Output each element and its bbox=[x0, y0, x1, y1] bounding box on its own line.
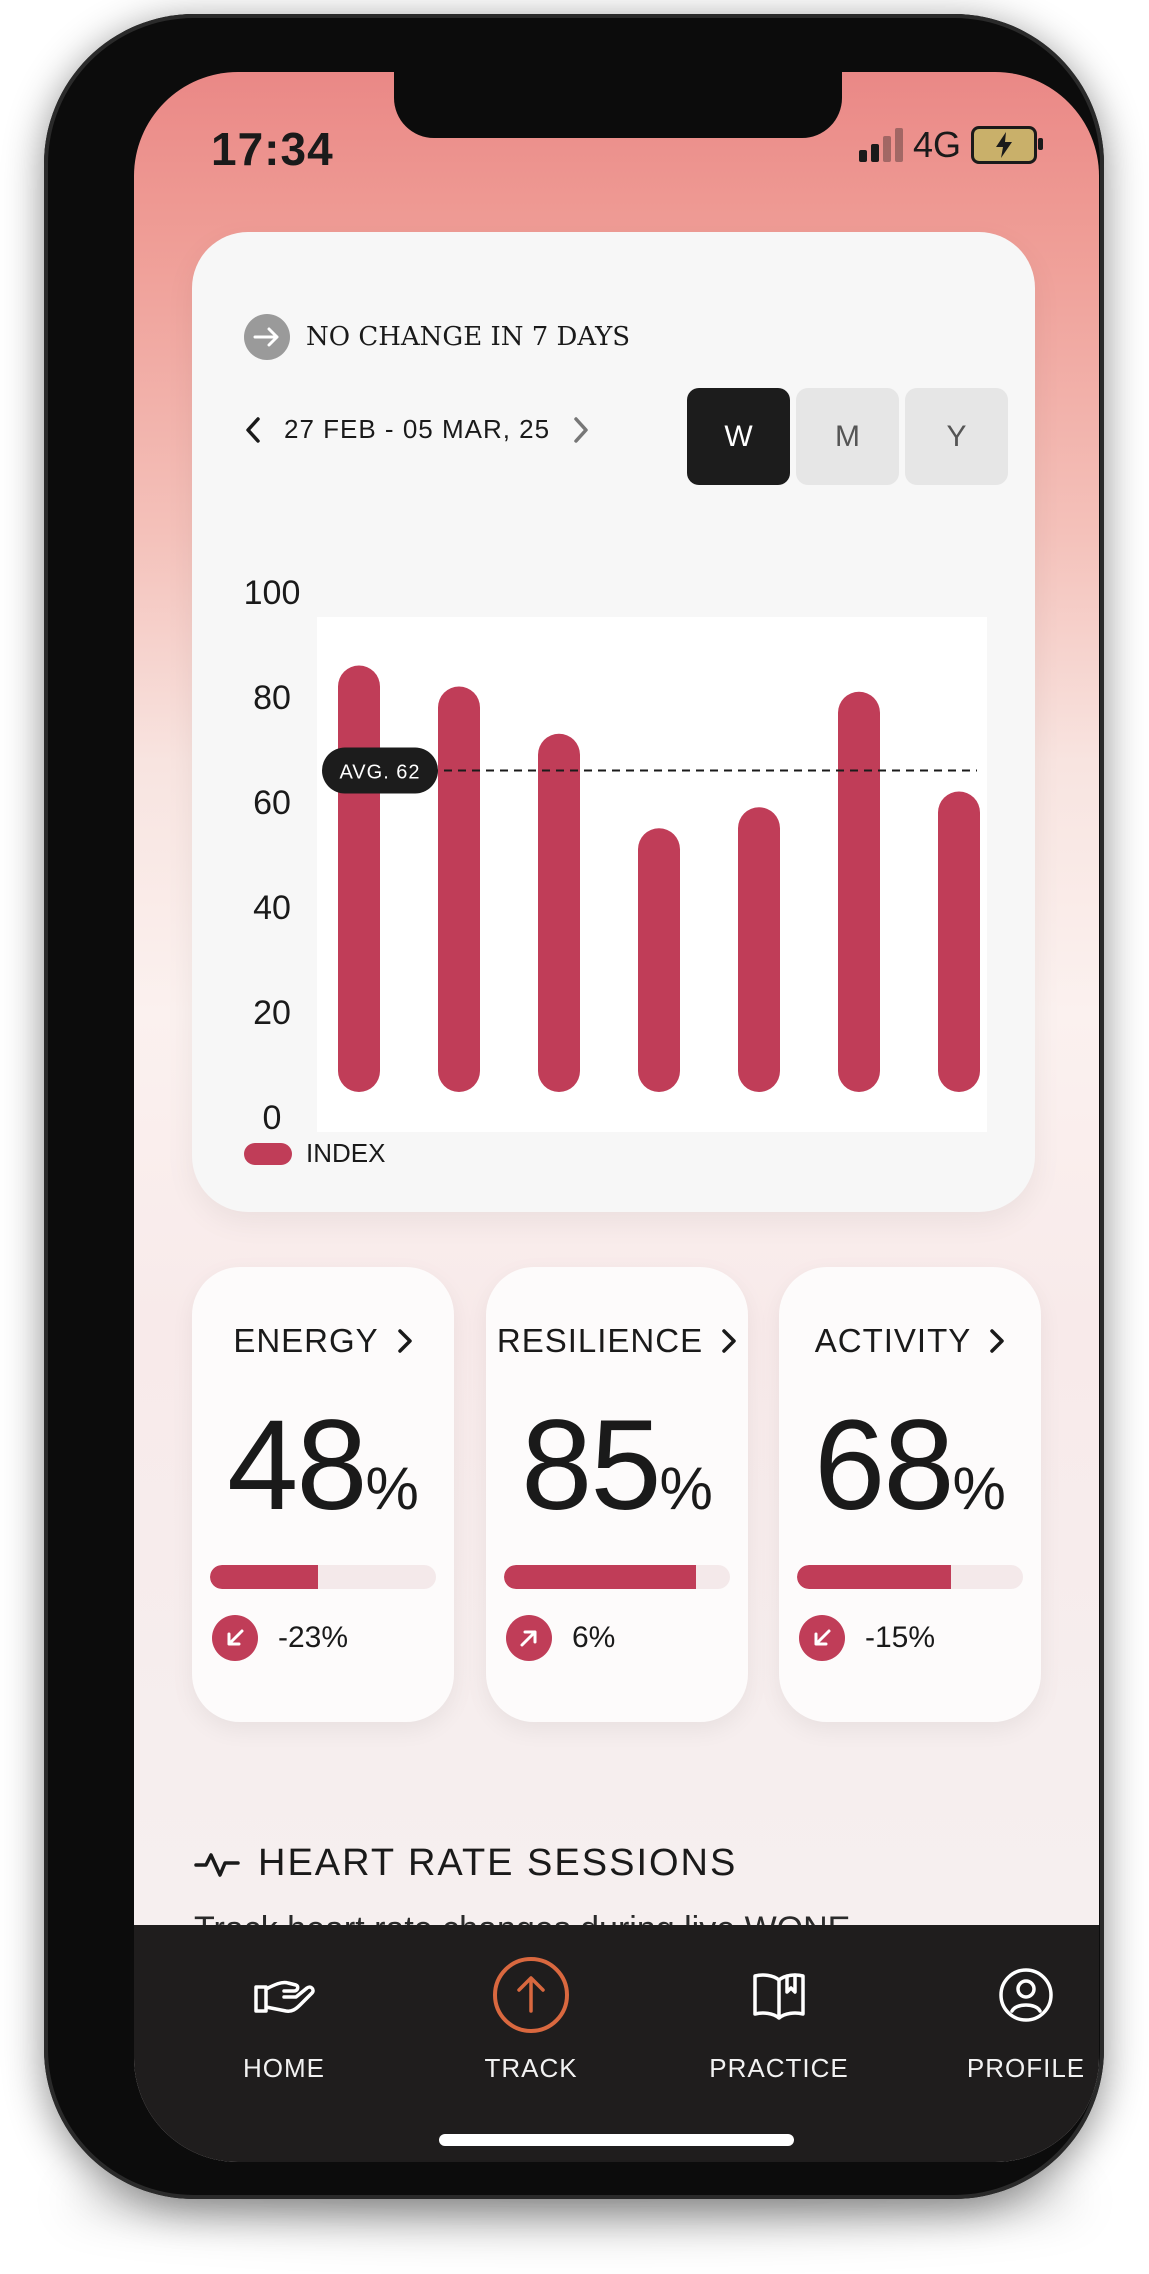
metric-delta: -23% bbox=[212, 1615, 348, 1661]
heart-rate-section-title: HEART RATE SESSIONS bbox=[194, 1842, 737, 1885]
tab-profile[interactable]: PROFILE bbox=[926, 1925, 1099, 2105]
chart-legend: INDEX bbox=[244, 1138, 385, 1169]
metric-delta-value: 6% bbox=[572, 1621, 616, 1654]
arrow-down-left-icon bbox=[212, 1615, 258, 1661]
arrow-up-circle-icon bbox=[491, 1955, 571, 2035]
chevron-right-icon bbox=[990, 1329, 1005, 1353]
metric-progress-track bbox=[210, 1565, 436, 1589]
section-title-text: HEART RATE SESSIONS bbox=[258, 1842, 738, 1884]
pulse-icon bbox=[194, 1852, 240, 1877]
signal-icon bbox=[859, 128, 903, 162]
app-screen: 17:34 4G NO CHANGE IN 7 DAYS 27 FEB - 05… bbox=[134, 72, 1099, 2162]
status-indicators: 4G bbox=[859, 124, 1044, 166]
y-tick-label: 60 bbox=[253, 784, 291, 822]
metric-progress-fill bbox=[210, 1565, 319, 1589]
bar-mar-03[interactable] bbox=[738, 807, 780, 1092]
battery-icon bbox=[971, 126, 1044, 164]
period-selector: W M Y bbox=[687, 388, 1008, 485]
chevron-right-icon[interactable] bbox=[572, 416, 590, 444]
metric-label: ENERGY bbox=[233, 1322, 379, 1359]
chevron-right-icon bbox=[722, 1329, 736, 1353]
metric-value: 68% bbox=[779, 1392, 1041, 1539]
tab-label: PRACTICE bbox=[709, 2053, 849, 2083]
user-circle-icon bbox=[998, 1955, 1054, 2035]
metric-delta-value: -15% bbox=[865, 1621, 936, 1654]
metric-number: 68 bbox=[814, 1394, 954, 1537]
metric-card-activity[interactable]: ACTIVITY 68% -15% bbox=[779, 1267, 1041, 1722]
change-summary: NO CHANGE IN 7 DAYS bbox=[244, 314, 630, 360]
chevron-right-icon bbox=[397, 1329, 412, 1353]
chevron-left-icon[interactable] bbox=[244, 416, 262, 444]
tab-practice[interactable]: PRACTICE bbox=[679, 1925, 879, 2105]
status-time: 17:34 bbox=[211, 123, 334, 175]
metric-card-energy[interactable]: ENERGY 48% -23% bbox=[192, 1267, 454, 1722]
date-range-label: 27 FEB - 05 MAR, 25 bbox=[284, 414, 551, 444]
y-tick-label: 0 bbox=[263, 1099, 282, 1132]
metric-unit: % bbox=[659, 1455, 713, 1522]
metric-value: 48% bbox=[192, 1392, 454, 1539]
bar-mar-02[interactable] bbox=[638, 828, 680, 1092]
metric-delta: 6% bbox=[506, 1615, 615, 1661]
metric-progress-fill bbox=[797, 1565, 951, 1589]
metric-header: ACTIVITY bbox=[779, 1322, 1041, 1360]
metric-delta-value: -23% bbox=[278, 1621, 349, 1654]
metric-label: RESILIENCE bbox=[496, 1322, 704, 1359]
metric-number: 48 bbox=[227, 1394, 367, 1537]
network-label: 4G bbox=[913, 124, 962, 165]
tab-label: HOME bbox=[243, 2053, 325, 2083]
average-label: AVG. 62 bbox=[339, 762, 420, 784]
metric-header: RESILIENCE bbox=[486, 1322, 748, 1360]
bar-feb-27[interactable] bbox=[338, 665, 380, 1093]
phone-frame: 17:34 4G NO CHANGE IN 7 DAYS 27 FEB - 05… bbox=[44, 14, 1104, 2199]
plot-edge-mask bbox=[192, 612, 317, 1132]
bar-feb-28[interactable] bbox=[438, 686, 480, 1093]
bar-mar-05[interactable] bbox=[938, 791, 980, 1093]
home-indicator bbox=[439, 2134, 794, 2146]
y-tick-label: 80 bbox=[253, 679, 291, 717]
metric-delta: -15% bbox=[799, 1615, 935, 1661]
hand-icon bbox=[252, 1955, 316, 2035]
bar-chart: AVG. 62 Feb 27Feb 28Mar 01Mar 02Mar 03Ma… bbox=[192, 574, 987, 1132]
metric-header: ENERGY bbox=[192, 1322, 454, 1360]
metric-unit: % bbox=[952, 1455, 1006, 1522]
period-month-button[interactable]: M bbox=[796, 388, 899, 485]
index-chart-card: NO CHANGE IN 7 DAYS 27 FEB - 05 MAR, 25 … bbox=[192, 232, 1035, 1212]
metric-number: 85 bbox=[521, 1394, 661, 1537]
change-text: NO CHANGE IN 7 DAYS bbox=[306, 322, 631, 352]
tab-home[interactable]: HOME bbox=[184, 1925, 384, 2105]
average-badge bbox=[322, 747, 438, 794]
period-year-button[interactable]: Y bbox=[905, 388, 1008, 485]
arrow-up-right-icon bbox=[506, 1615, 552, 1661]
arrow-right-icon bbox=[244, 314, 290, 360]
metric-unit: % bbox=[365, 1455, 419, 1522]
date-range-nav: 27 FEB - 05 MAR, 25 bbox=[244, 414, 590, 445]
tab-track[interactable]: TRACK bbox=[431, 1925, 631, 2105]
period-week-button[interactable]: W bbox=[687, 388, 790, 485]
bar-mar-04[interactable] bbox=[838, 691, 880, 1092]
tab-label: TRACK bbox=[484, 2053, 578, 2083]
tab-label: PROFILE bbox=[966, 2053, 1086, 2083]
legend-label: INDEX bbox=[306, 1138, 386, 1168]
y-tick-label: 20 bbox=[253, 994, 291, 1032]
metric-card-resilience[interactable]: RESILIENCE 85% 6% bbox=[486, 1267, 748, 1722]
y-tick-label: 100 bbox=[244, 574, 301, 612]
legend-swatch bbox=[244, 1142, 292, 1165]
metric-progress-track bbox=[797, 1565, 1023, 1589]
y-tick-label: 40 bbox=[253, 889, 291, 927]
bottom-tab-bar: HOME TRACK PRACTICE PROFILE bbox=[134, 1925, 1099, 2162]
book-icon bbox=[751, 1955, 807, 2035]
notch bbox=[394, 72, 842, 138]
metric-label: ACTIVITY bbox=[814, 1322, 972, 1359]
metric-progress-track bbox=[504, 1565, 730, 1589]
metric-progress-fill bbox=[504, 1565, 697, 1589]
arrow-down-left-icon bbox=[799, 1615, 845, 1661]
bar-mar-01[interactable] bbox=[538, 733, 580, 1092]
metric-value: 85% bbox=[486, 1392, 748, 1539]
